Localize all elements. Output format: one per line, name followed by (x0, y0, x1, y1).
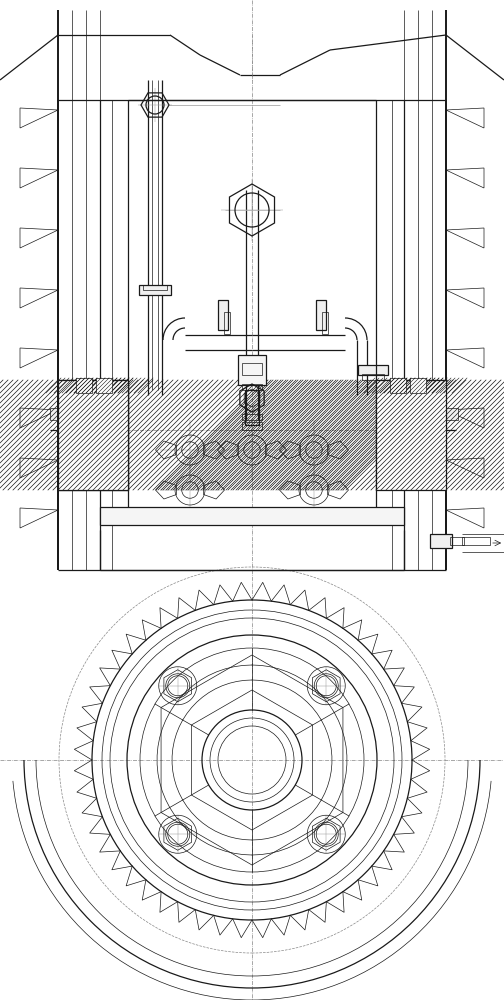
Bar (242, 422, 262, 430)
Bar (242, 363, 262, 375)
Bar (58, 380, 128, 490)
Bar (245, 390, 259, 425)
Bar (224, 312, 230, 334)
Bar (76, 378, 92, 393)
Bar (242, 414, 262, 420)
Bar (322, 312, 328, 334)
Bar (143, 285, 167, 290)
Bar (100, 507, 404, 525)
Bar (50, 408, 62, 420)
Bar (358, 365, 388, 375)
Bar (242, 384, 262, 390)
Bar (316, 300, 326, 330)
Bar (58, 380, 128, 490)
Bar (446, 408, 458, 420)
Bar (430, 534, 452, 548)
Bar (410, 378, 426, 393)
Bar (139, 285, 171, 295)
Bar (218, 300, 228, 330)
Bar (238, 355, 266, 385)
Bar (96, 378, 112, 393)
Bar (362, 374, 384, 380)
Bar (390, 378, 406, 393)
Bar (450, 537, 464, 545)
Bar (376, 380, 446, 490)
Bar (462, 537, 490, 545)
